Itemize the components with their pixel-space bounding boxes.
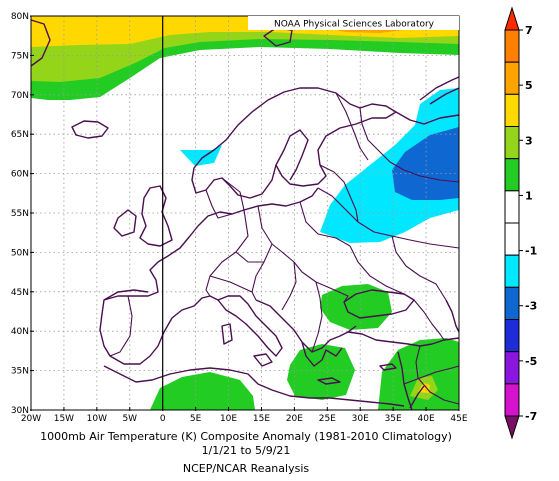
coastline-great-britain [139, 185, 173, 247]
caption-title: 1000mb Air Temperature (K) Composite Ano… [40, 430, 452, 443]
longitude-tick-labels: 20W 15W 10W 5W 0 5E 10E 15E 20E 25E 30E 35E 40E 45E [21, 407, 468, 424]
warm-anomaly-region-balkans [320, 284, 392, 330]
cold-anomaly-region-russia [320, 88, 459, 243]
colorbar-label: 5 [525, 79, 533, 92]
coastline-greenland [30, 19, 51, 67]
colorbar-swatch [504, 222, 520, 256]
colorbar-swatch [504, 254, 520, 288]
coastline-western-europe [189, 187, 319, 237]
coastline-ireland [113, 209, 137, 237]
colorbar-swatch [504, 29, 520, 63]
warm-anomaly-region-middle-east [378, 338, 459, 410]
coastline-italy [217, 295, 283, 357]
colorbar-swatch [504, 351, 520, 385]
lat-tick-label: 70N [11, 91, 29, 101]
colorbar [504, 6, 520, 440]
colorbar-swatch [504, 319, 520, 353]
coastlines-and-borders [30, 19, 460, 411]
lon-tick-label: 5W [122, 414, 137, 424]
coastline-novaya-zemlya [419, 76, 460, 105]
lon-tick-label: 0 [160, 414, 166, 424]
lon-tick-label: 45E [450, 414, 467, 424]
colorbar-arrow-bottom [504, 415, 520, 440]
coastline-cyprus [379, 363, 397, 371]
coastline-greece [301, 341, 343, 367]
colorbar-swatch [504, 126, 520, 160]
lon-tick-label: 5E [190, 414, 202, 424]
colorbar-label: -3 [525, 300, 537, 313]
lat-tick-label: 60N [11, 170, 29, 180]
coastline-iberian-north [103, 289, 149, 301]
map-panel: 30N 35N 40N 45N 50N 55N 60N 65N 70N 75N 80N 20W 15W… [11, 12, 468, 424]
lat-tick-label: 45N [11, 288, 29, 298]
colorbar-label: -7 [525, 410, 537, 423]
noaa-badge: NOAA Physical Sciences Laboratory [274, 20, 435, 30]
colorbar-arrow-top [504, 6, 520, 31]
coastline-turkey [347, 331, 460, 347]
colorbar-label: -1 [525, 245, 537, 258]
coastline-red-sea [409, 385, 425, 409]
lon-tick-label: 30E [352, 414, 369, 424]
lat-tick-label: 35N [11, 367, 29, 377]
colorbar-swatch [504, 383, 520, 417]
lon-tick-label: 15E [253, 414, 270, 424]
lat-tick-label: 65N [11, 130, 29, 140]
warm-anomaly-region-aegean [287, 344, 355, 400]
lat-tick-label: 50N [11, 248, 29, 258]
latitude-tick-labels: 30N 35N 40N 45N 50N 55N 60N 65N 70N 75N 80N [11, 12, 34, 416]
lon-tick-label: 40E [418, 414, 435, 424]
lon-tick-label: 35E [385, 414, 402, 424]
colorbar-swatch [504, 158, 520, 192]
cold-anomaly-region-norway [180, 145, 222, 166]
coastline-scandinavia [191, 87, 397, 199]
colorbar-swatch [504, 190, 520, 224]
lon-tick-label: 25E [319, 414, 336, 424]
colorbar-label: 3 [525, 134, 533, 147]
colorbar-swatch [504, 61, 520, 95]
lat-tick-label: 75N [11, 51, 29, 61]
coastline-russia-arctic [395, 111, 460, 125]
cold-anomaly-core-russia [392, 127, 459, 200]
colorbar-label: 7 [525, 24, 533, 37]
lat-tick-label: 30N [11, 406, 29, 416]
coastline-black-sea [343, 289, 415, 319]
badge-background [248, 16, 459, 30]
lat-tick-label: 80N [11, 12, 29, 22]
coastline-north-africa [103, 365, 405, 407]
lon-tick-label: 10E [220, 414, 237, 424]
caption-date-range: 1/1/21 to 5/9/21 [202, 444, 291, 457]
colorbar-labels: 7 5 3 1 -1 -3 -5 -7 [519, 24, 537, 423]
lat-tick-label: 40N [11, 327, 29, 337]
colorbar-swatch [504, 93, 520, 128]
country-borders [109, 92, 460, 405]
coastline-france-iberia [99, 235, 219, 365]
coastline-crete [317, 377, 341, 385]
colorbar-label: 1 [525, 189, 533, 202]
lon-tick-label: 20E [286, 414, 303, 424]
caption-source: NCEP/NCAR Reanalysis [183, 462, 309, 475]
coastline-sicily [253, 353, 273, 367]
lon-tick-label: 10W [87, 414, 107, 424]
colorbar-label: -5 [525, 355, 537, 368]
coastline-caspian-sea [445, 299, 460, 333]
coastline-sardinia [221, 323, 233, 345]
lon-tick-label: 20W [21, 414, 41, 424]
lat-tick-label: 55N [11, 209, 29, 219]
colorbar-swatch [504, 286, 520, 321]
lon-tick-label: 15W [54, 414, 74, 424]
coastline-iceland [71, 120, 109, 139]
coastline-gulf-of-bothnia [275, 129, 309, 181]
